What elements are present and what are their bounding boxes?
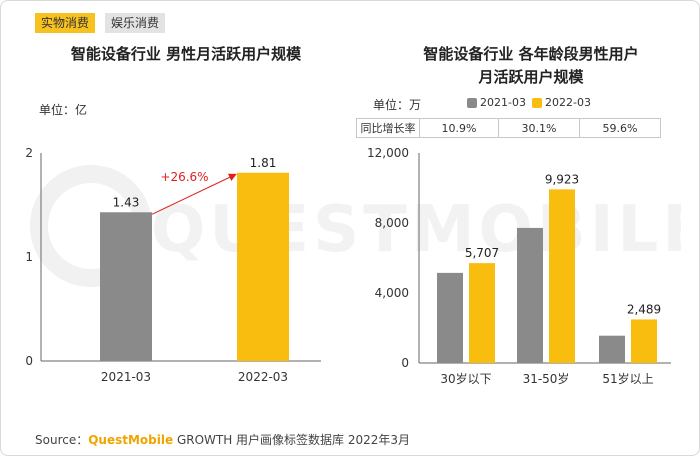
bar-value-label: 9,923 — [545, 172, 579, 186]
bar-2021-03-51岁以上 — [599, 335, 625, 363]
growth-rate-row: 同比增长率 10.9% 30.1% 59.6% — [356, 118, 661, 138]
right-chart-title-line1: 智能设备行业 各年龄段男性用户 — [423, 45, 639, 63]
bar-2021-03-31-50岁 — [517, 227, 543, 363]
tab-physical-consumption[interactable]: 实物消费 — [35, 13, 96, 33]
bar-value-label: 2,489 — [627, 302, 661, 316]
bar-2021-03 — [100, 212, 152, 361]
source-rest: GROWTH 用户画像标签数据库 2022年3月 — [173, 433, 411, 447]
bar-value-label: 1.43 — [113, 195, 140, 209]
x-tick-label: 2022-03 — [238, 370, 288, 384]
legend-2022: 2022-03 — [532, 96, 591, 109]
source-line: Source：QuestMobile GROWTH 用户画像标签数据库 2022… — [35, 431, 410, 448]
bar-2022-03-31-50岁 — [549, 189, 575, 363]
x-tick-label: 31-50岁 — [523, 371, 570, 386]
y-tick-label: 2 — [25, 146, 33, 160]
tab-entertainment-consumption[interactable]: 娱乐消费 — [105, 13, 166, 33]
right-chart-title-line2: 月活跃用户规模 — [478, 68, 584, 86]
left-chart-unit: 单位：亿 — [39, 103, 88, 117]
growth-rate-31-50: 30.1% — [498, 118, 580, 138]
y-tick-label: 0 — [25, 354, 33, 368]
source-brand: QuestMobile — [88, 433, 174, 447]
x-tick-label: 2021-03 — [101, 370, 151, 384]
y-tick-label: 12,000 — [367, 146, 409, 160]
x-tick-label: 51岁以上 — [602, 371, 653, 386]
growth-rate-under-30: 10.9% — [419, 118, 499, 138]
y-tick-label: 1 — [25, 250, 33, 264]
legend-2021: 2021-03 — [467, 96, 526, 109]
y-tick-label: 8,000 — [375, 216, 409, 230]
growth-rate-over-51: 59.6% — [579, 118, 661, 138]
left-chart-title: 智能设备行业 男性月活跃用户规模 — [70, 45, 302, 63]
bar-value-label: 5,707 — [465, 246, 499, 260]
bar-2022-03 — [237, 172, 289, 361]
legend-swatch-gray — [467, 97, 477, 108]
y-tick-label: 4,000 — [375, 286, 409, 300]
growth-arrow — [151, 173, 237, 215]
legend-label-2021: 2021-03 — [480, 96, 526, 109]
bar-2022-03-30岁以下 — [469, 263, 495, 363]
bar-2022-03-51岁以上 — [631, 319, 657, 363]
y-tick-label: 0 — [401, 356, 409, 370]
growth-rate-header: 同比增长率 — [356, 118, 420, 138]
x-tick-label: 30岁以下 — [440, 371, 491, 386]
right-chart-unit: 单位：万 — [373, 98, 422, 112]
bar-value-label: 1.81 — [250, 156, 277, 170]
legend-label-2022: 2022-03 — [545, 96, 591, 109]
right-grouped-bar-chart: 0 4,000 8,000 12,000 5,707 30岁以下 9,923 31-50岁 2,… — [367, 146, 671, 386]
left-bar-chart: 0 1 2 1.43 2021-03 1.81 2022-03 +26.6% — [25, 146, 321, 384]
bar-2021-03-30岁以下 — [437, 272, 463, 363]
legend-swatch-yellow — [532, 97, 542, 108]
growth-rate-table: 同比增长率 10.9% 30.1% 59.6% — [356, 118, 661, 138]
growth-rate-label: +26.6% — [160, 170, 208, 184]
source-prefix: Source： — [35, 433, 89, 447]
